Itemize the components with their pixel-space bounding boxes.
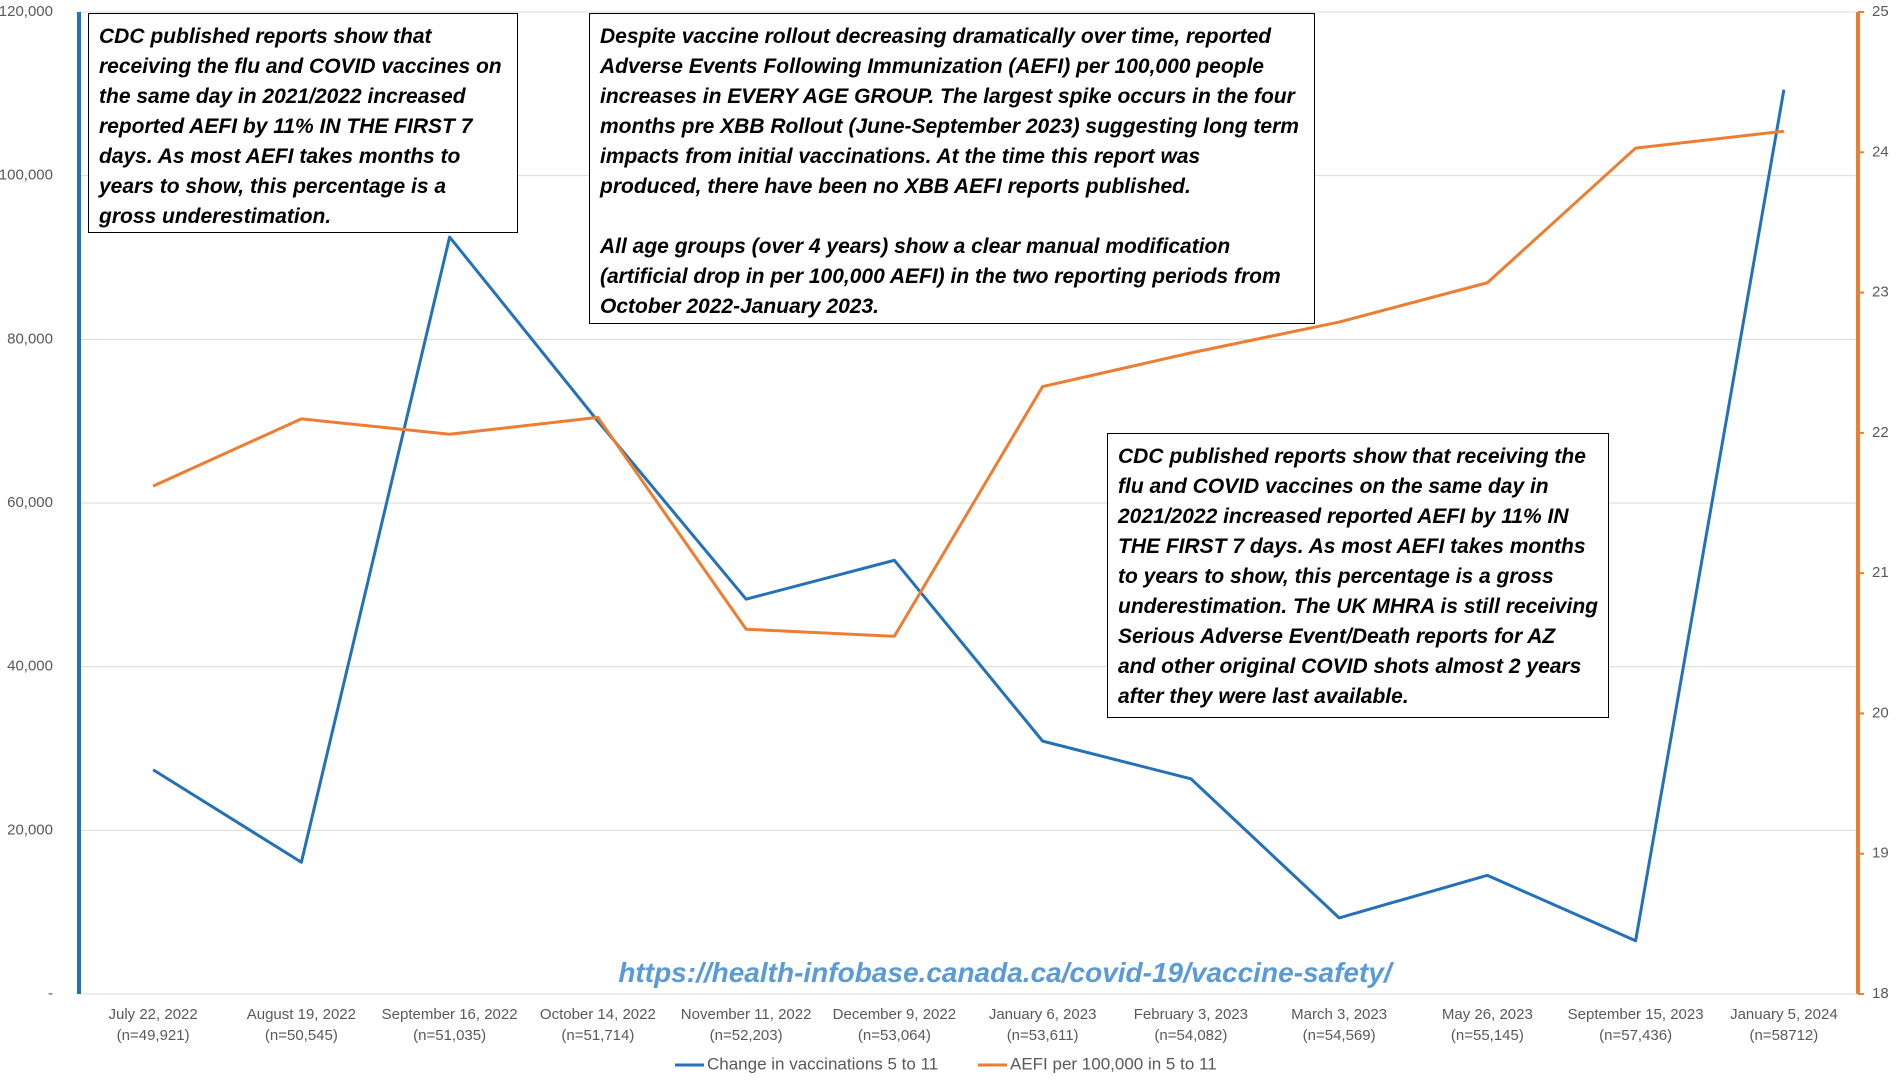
- annotation-box: Despite vaccine rollout decreasing drama…: [589, 13, 1315, 324]
- x-tick-count: (n=53,064): [858, 1027, 931, 1044]
- x-tick-label: October 14, 2022: [540, 1006, 656, 1023]
- source-url: https://health-infobase.canada.ca/covid-…: [618, 957, 1391, 989]
- y2-tick-label: 19: [1872, 845, 1889, 862]
- legend-label: Change in vaccinations 5 to 11: [707, 1054, 938, 1073]
- x-tick-count: (n=55,145): [1451, 1027, 1524, 1044]
- annotation-box: CDC published reports show that receivin…: [88, 13, 518, 233]
- y2-tick-label: 20: [1872, 704, 1889, 721]
- y-tick-label: 100,000: [0, 167, 53, 184]
- annotation-box: CDC published reports show that receivin…: [1107, 433, 1609, 718]
- y2-tick-label: 25: [1872, 3, 1889, 20]
- x-tick-count: (n=49,921): [117, 1027, 190, 1044]
- page: Vaccinations and AEFI, 5 to 11 {"chart_d…: [0, 0, 1898, 1085]
- annotation-text: CDC published reports show that receivin…: [99, 22, 507, 232]
- y2-tick-label: 23: [1872, 284, 1889, 301]
- legend-label: AEFI per 100,000 in 5 to 11: [1010, 1054, 1217, 1073]
- x-tick-count: (n=51,035): [413, 1027, 486, 1044]
- x-tick-label: September 15, 2023: [1568, 1006, 1704, 1023]
- x-tick-label: August 19, 2022: [247, 1006, 356, 1023]
- x-tick-label: January 5, 2024: [1730, 1006, 1838, 1023]
- y-tick-label: 120,000: [0, 3, 53, 20]
- y-tick-label: 20,000: [7, 821, 53, 838]
- x-tick-count: (n=54,082): [1154, 1027, 1227, 1044]
- x-tick-count: (n=54,569): [1303, 1027, 1376, 1044]
- x-tick-count: (n=51,714): [561, 1027, 634, 1044]
- x-tick-count: (n=52,203): [710, 1027, 783, 1044]
- y2-tick-label: 18: [1872, 985, 1889, 1002]
- x-tick-label: July 22, 2022: [109, 1006, 198, 1023]
- y-tick-label: 80,000: [7, 330, 53, 347]
- x-tick-count: (n=57,436): [1599, 1027, 1672, 1044]
- annotation-text: Despite vaccine rollout decreasing drama…: [600, 22, 1304, 202]
- x-tick-label: December 9, 2022: [833, 1006, 956, 1023]
- y2-tick-label: 24: [1872, 143, 1889, 160]
- x-tick-count: (n=53,611): [1007, 1027, 1079, 1044]
- x-tick-label: January 6, 2023: [989, 1006, 1097, 1023]
- x-tick-label: March 3, 2023: [1291, 1006, 1387, 1023]
- x-tick-label: September 16, 2022: [382, 1006, 518, 1023]
- y-tick-label: 60,000: [7, 494, 53, 511]
- page-body: - 20,000 40,000 60,000 80,000 100,000 120,000 1…: [0, 0, 1898, 1085]
- x-tick-label: May 26, 2023: [1442, 1006, 1533, 1023]
- x-tick-count: (n=58712): [1749, 1027, 1818, 1044]
- x-tick-label: November 11, 2022: [681, 1006, 812, 1023]
- x-tick-label: February 3, 2023: [1134, 1006, 1248, 1023]
- annotation-text: CDC published reports show that receivin…: [1118, 442, 1598, 712]
- y2-tick-label: 21: [1872, 564, 1889, 581]
- annotation-text: All age groups (over 4 years) show a cle…: [600, 232, 1304, 322]
- x-tick-count: (n=50,545): [265, 1027, 338, 1044]
- y-tick-label: 40,000: [7, 658, 53, 675]
- y-tick-label: -: [48, 985, 53, 1002]
- y2-tick-label: 22: [1872, 424, 1889, 441]
